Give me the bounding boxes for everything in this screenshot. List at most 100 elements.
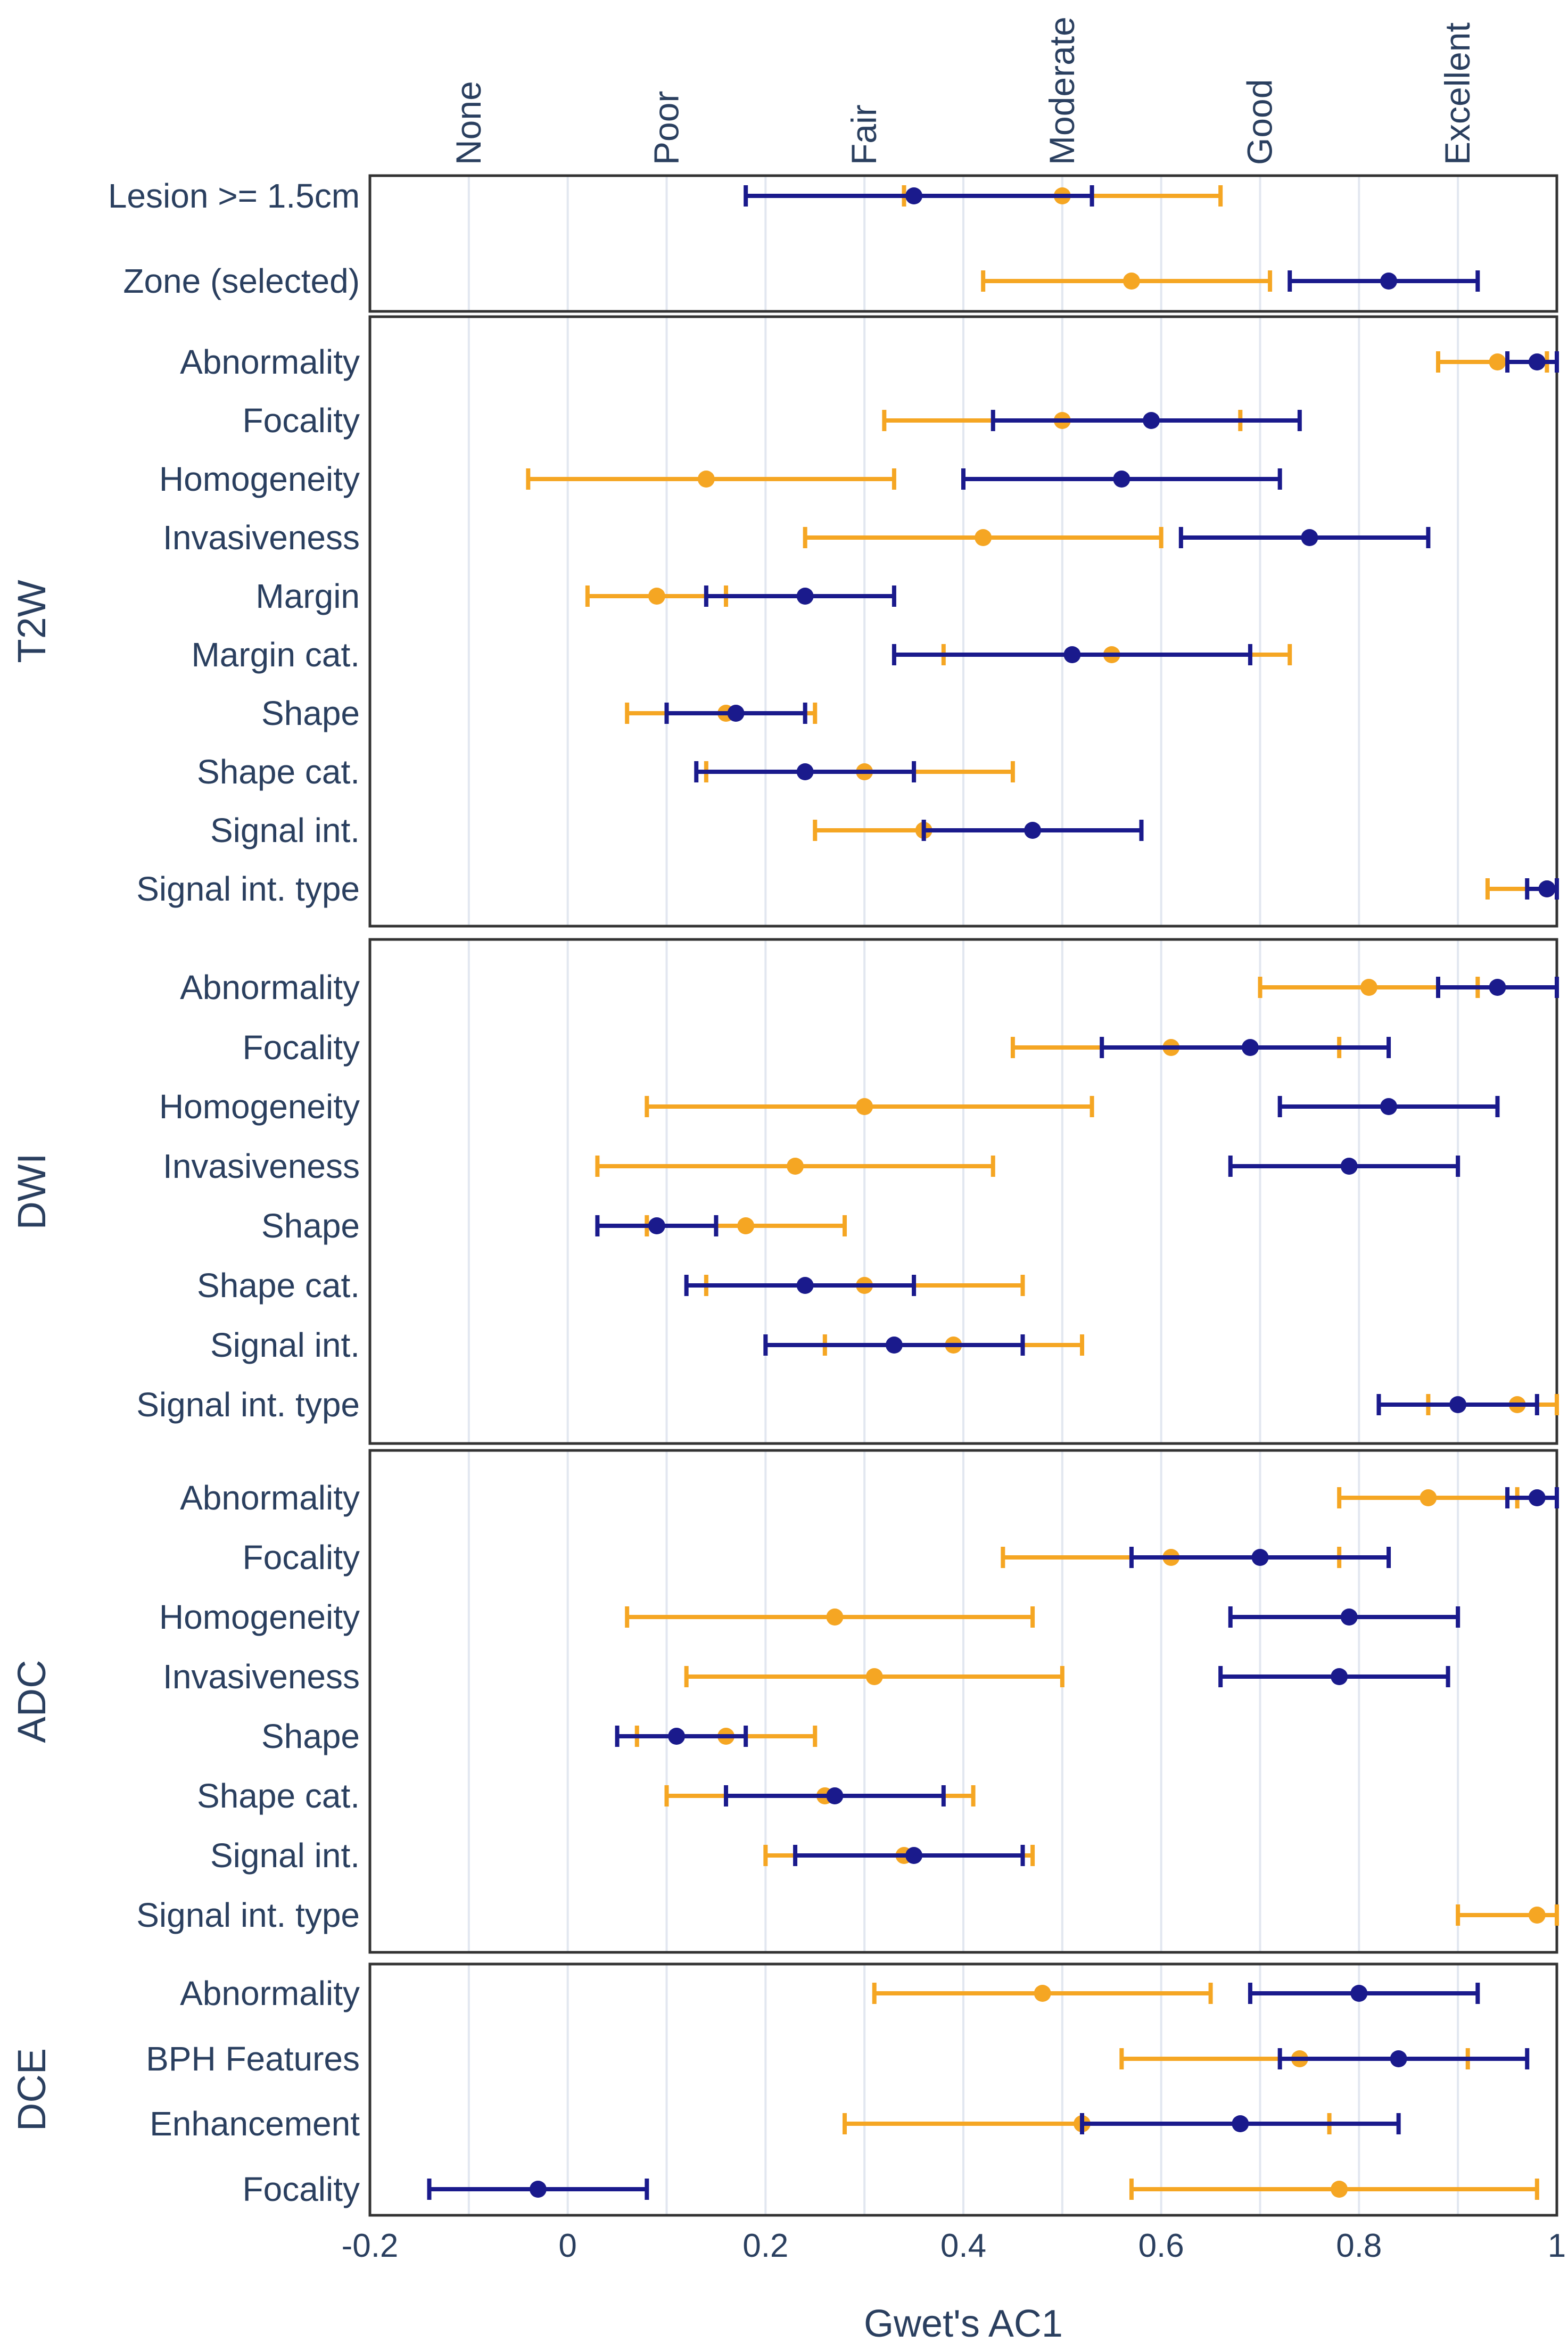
series-b-mark	[704, 585, 896, 607]
point-estimate	[1340, 1158, 1358, 1175]
row-label: Homogeneity	[159, 1598, 360, 1636]
series-b-mark	[921, 820, 1144, 841]
row-label: Zone (selected)	[123, 262, 360, 300]
row-label: Signal int. type	[136, 1896, 360, 1934]
panel-frame	[368, 938, 1558, 1445]
series-a-mark	[1129, 2179, 1539, 2200]
series-b-mark	[892, 644, 1252, 665]
row-label: Focality	[243, 2170, 360, 2208]
point-estimate	[975, 529, 992, 546]
series-b-mark	[1288, 270, 1480, 292]
series-a-mark	[872, 1983, 1213, 2004]
row-label: Shape	[261, 694, 360, 732]
series-a-mark	[595, 1156, 995, 1177]
panel-group-label: ADC	[10, 1660, 54, 1743]
row-label: BPH Features	[146, 2040, 360, 2078]
series-b-mark	[1277, 2048, 1530, 2069]
series-b-mark	[427, 2179, 649, 2200]
x-tick-label: 0.8	[1336, 2228, 1382, 2264]
point-estimate	[1528, 353, 1546, 370]
series-b-mark	[763, 1334, 1025, 1356]
series-b-mark	[1505, 351, 1559, 373]
series-b-mark	[1228, 1156, 1460, 1177]
x-axis-title: Gwet's AC1	[864, 2303, 1063, 2345]
point-estimate	[826, 1787, 844, 1804]
point-estimate	[856, 1098, 873, 1115]
series-b-mark	[694, 761, 917, 782]
point-estimate	[826, 1608, 844, 1626]
series-a-mark	[1456, 1904, 1559, 1926]
row-label: Signal int. type	[136, 870, 360, 908]
row-label: Focality	[243, 401, 360, 440]
x-tick-label: 1	[1548, 2228, 1566, 2264]
x-tick-label: 0	[558, 2228, 576, 2264]
series-b-mark	[1129, 1547, 1391, 1568]
series-a-mark	[526, 468, 896, 490]
row-label: Enhancement	[150, 2105, 360, 2143]
agreement-category-label: Good	[1240, 79, 1280, 165]
point-estimate	[1123, 273, 1140, 290]
series-b-mark	[595, 1215, 719, 1236]
series-b-mark	[1505, 1487, 1559, 1508]
agreement-category-label: None	[449, 81, 488, 165]
point-estimate	[1380, 1098, 1398, 1115]
series-b-mark	[1218, 1666, 1450, 1687]
series-a-mark	[1337, 1487, 1520, 1508]
panel-group-label: DCE	[10, 2048, 54, 2131]
series-b-mark	[1100, 1037, 1391, 1058]
row-label: Abnormality	[180, 1479, 360, 1517]
series-b-mark	[684, 1275, 917, 1296]
point-estimate	[697, 471, 715, 488]
point-estimate	[648, 1217, 665, 1234]
row-label: Shape cat.	[197, 753, 360, 791]
row-label: Abnormality	[180, 968, 360, 1007]
series-b-mark	[793, 1845, 1025, 1866]
series-a-mark	[625, 1606, 1035, 1628]
point-estimate	[1489, 979, 1506, 996]
point-estimate	[796, 588, 814, 605]
point-estimate	[905, 187, 923, 204]
x-tick-label: 0.6	[1138, 2228, 1184, 2264]
point-estimate	[1380, 273, 1398, 290]
row-label: Shape cat.	[197, 1777, 360, 1815]
point-estimate	[1251, 1549, 1269, 1566]
point-estimate	[1113, 471, 1130, 488]
row-label: Abnormality	[180, 1974, 360, 2012]
point-estimate	[1528, 1489, 1546, 1506]
row-label: Margin	[255, 577, 360, 615]
point-estimate	[1331, 2181, 1348, 2198]
row-label: Margin cat.	[191, 636, 360, 674]
series-a-mark	[684, 1666, 1064, 1687]
row-label: Invasiveness	[163, 1147, 360, 1185]
point-estimate	[905, 1847, 923, 1864]
point-estimate	[1360, 979, 1377, 996]
series-a-mark	[645, 1096, 1094, 1117]
row-label: Signal int.	[210, 1836, 360, 1875]
point-estimate	[1449, 1396, 1467, 1413]
point-estimate	[1331, 1668, 1348, 1685]
point-estimate	[648, 588, 665, 605]
agreement-category-label: Poor	[647, 91, 686, 165]
point-estimate	[1232, 2115, 1249, 2132]
row-label: Homogeneity	[159, 1087, 360, 1126]
panel-group-label: DWI	[10, 1153, 54, 1230]
agreement-category-label: Fair	[844, 104, 884, 165]
row-label: Signal int.	[210, 1326, 360, 1364]
point-estimate	[1241, 1039, 1259, 1056]
x-tick-label: 0.2	[742, 2228, 788, 2264]
agreement-category-label: Excellent	[1438, 22, 1477, 165]
series-b-mark	[1376, 1394, 1539, 1415]
point-estimate	[1034, 1985, 1051, 2002]
series-b-mark	[961, 468, 1282, 490]
series-b-mark	[1436, 977, 1559, 998]
row-label: Shape	[261, 1207, 360, 1245]
point-estimate	[668, 1728, 686, 1745]
row-label: Signal int. type	[136, 1385, 360, 1424]
row-label: Lesion >= 1.5cm	[108, 177, 360, 215]
row-label: Invasiveness	[163, 1657, 360, 1696]
x-tick-label: 0.4	[940, 2228, 986, 2264]
series-b-mark	[744, 185, 1094, 207]
row-label: Focality	[243, 1538, 360, 1577]
point-estimate	[1528, 1907, 1546, 1924]
